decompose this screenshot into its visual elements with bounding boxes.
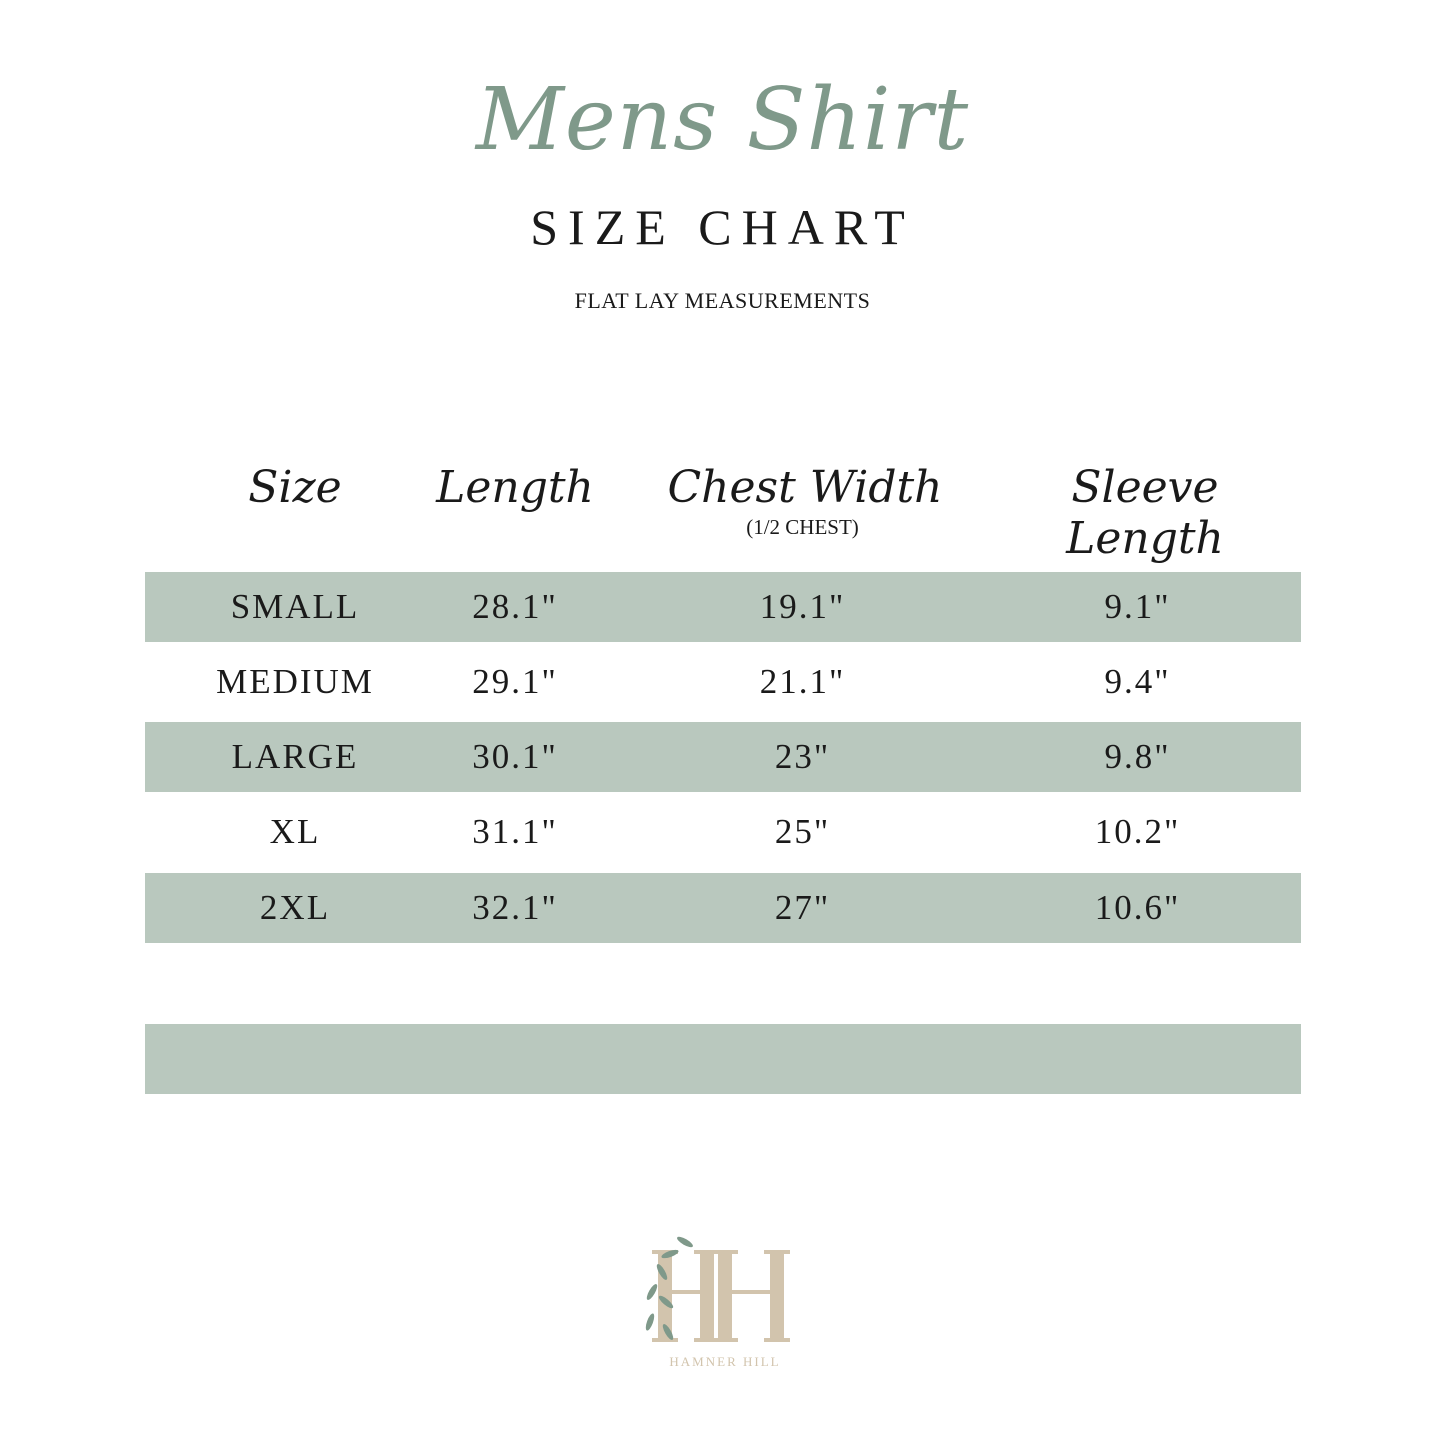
cell-sleeve-length: 9.8": [1104, 737, 1171, 776]
cell-length: 31.1": [472, 812, 558, 851]
header-length: Length: [436, 462, 594, 513]
row-band: [145, 722, 1301, 792]
cell-size: LARGE: [231, 737, 359, 776]
cell-sleeve-length: 9.1": [1104, 587, 1171, 626]
header-sleeve-length: Sleeve Length: [1066, 462, 1224, 564]
header-chest-note: (1/2 CHEST): [746, 515, 859, 539]
cell-size: MEDIUM: [216, 662, 374, 701]
cell-chest-width: 25": [774, 812, 831, 851]
cell-size: 2XL: [259, 888, 331, 927]
cell-length: 32.1": [472, 888, 558, 927]
cell-length: 28.1": [472, 587, 558, 626]
page-subtitle: SIZE CHART: [530, 199, 915, 255]
cell-length: 29.1": [472, 662, 558, 701]
row-band: [145, 572, 1301, 642]
logo-text: HAMNER HILL: [669, 1354, 780, 1369]
hamner-hill-logo: HAMNER HILL: [645, 1236, 790, 1369]
row-band: [145, 873, 1301, 943]
header-size: Size: [248, 462, 342, 513]
cell-sleeve-length: 9.4": [1104, 662, 1171, 701]
cell-sleeve-length: 10.6": [1094, 888, 1181, 927]
cell-chest-width: 21.1": [759, 662, 846, 701]
page-title: Mens Shirt: [475, 70, 970, 170]
measurement-note: FLAT LAY MEASUREMENTS: [574, 288, 871, 313]
cell-chest-width: 27": [774, 888, 831, 927]
cell-sleeve-length: 10.2": [1094, 812, 1181, 851]
cell-chest-width: 19.1": [759, 587, 846, 626]
cell-size: SMALL: [230, 587, 360, 626]
cell-length: 30.1": [472, 737, 558, 776]
empty-row-band: [145, 1024, 1301, 1094]
cell-size: XL: [269, 812, 321, 851]
header-chest-width: Chest Width: [667, 462, 943, 513]
cell-chest-width: 23": [774, 737, 831, 776]
